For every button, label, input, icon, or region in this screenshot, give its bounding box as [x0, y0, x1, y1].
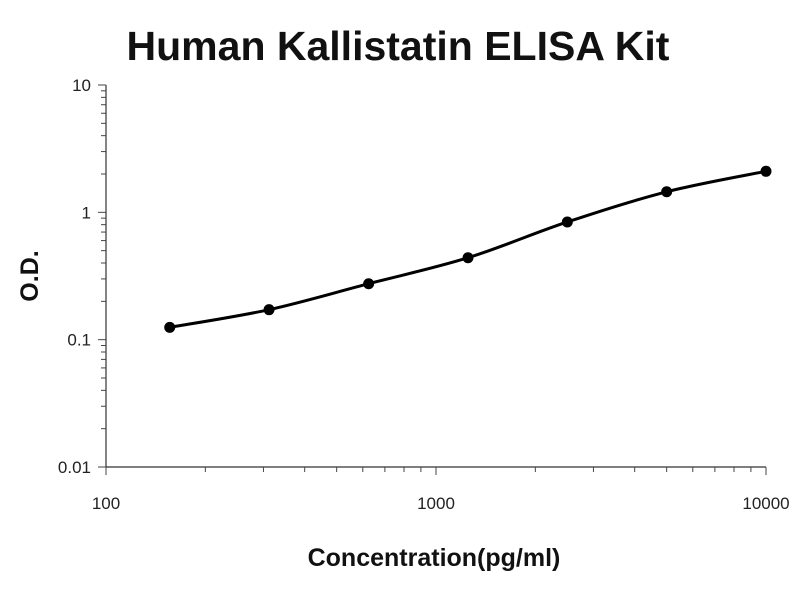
x-axis-label: Concentration(pg/ml)	[308, 544, 561, 572]
data-point	[760, 165, 772, 177]
x-tick-label: 10000	[742, 494, 789, 513]
series-line	[168, 169, 768, 329]
data-point	[164, 321, 176, 333]
data-point	[263, 304, 275, 316]
y-tick-label: 1	[82, 203, 91, 222]
x-tick-label: 1000	[417, 494, 455, 513]
data-point	[561, 216, 573, 228]
y-tick-label: 0.01	[58, 458, 91, 477]
plot-area: 0.01 0.1 1 10 100 1000 10000	[58, 76, 790, 513]
y-axis-label: O.D.	[16, 250, 44, 301]
y-tick-label: 0.1	[67, 331, 91, 350]
data-point	[363, 278, 375, 290]
data-point	[661, 186, 673, 198]
x-tick-label: 100	[92, 494, 120, 513]
y-tick-label: 10	[72, 76, 91, 95]
data-point	[462, 252, 474, 264]
chart-title: Human Kallistatin ELISA Kit	[127, 23, 670, 69]
